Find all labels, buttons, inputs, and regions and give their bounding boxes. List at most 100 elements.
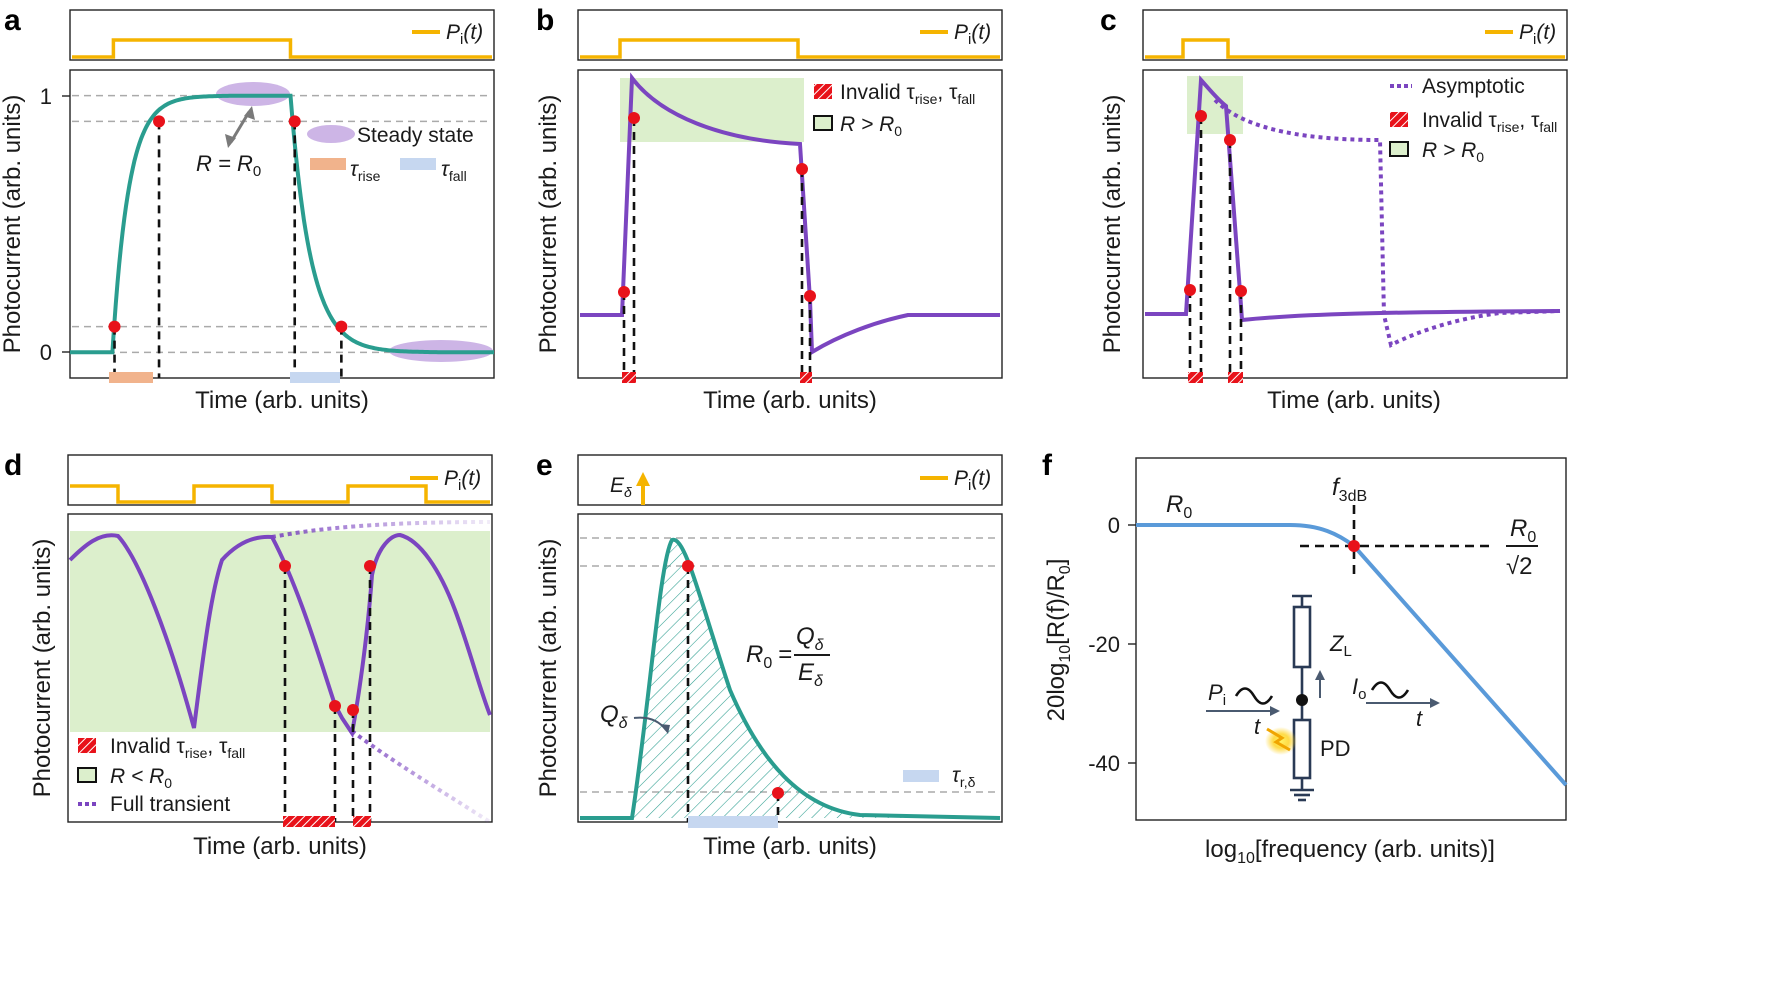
circuit-inset: ZL PD Pi t Io t	[1206, 594, 1440, 802]
zl-label: ZL	[1329, 631, 1352, 660]
threshold-marker	[772, 787, 784, 799]
panel-f: f 0 -20 -40 R0 f3dB R0 √2	[1042, 449, 1568, 867]
fall-legend-swatch	[400, 158, 436, 170]
threshold-markers-a	[108, 115, 348, 333]
invalid-legend-swatch-b	[814, 84, 832, 99]
threshold-marker	[796, 163, 808, 175]
r-gt-r0-legend-swatch-c	[1389, 141, 1409, 157]
threshold-marker	[153, 115, 166, 128]
invalid-legend-c: Invalid τrise, τfall	[1422, 109, 1557, 135]
threshold-marker	[1195, 110, 1207, 122]
pulse-legend-e: Pi(t)	[954, 467, 991, 494]
r0-over-sqrt2-numerator: R0	[1510, 515, 1536, 546]
panel-label-c: c	[1100, 4, 1117, 37]
current-arrow-icon	[1315, 670, 1325, 680]
threshold-marker	[335, 320, 348, 333]
invalid-legend-swatch-c	[1390, 112, 1408, 127]
pulse-trace-d	[70, 484, 490, 504]
threshold-marker	[108, 320, 121, 333]
r-lt-r0-legend-d: R < R0	[110, 765, 172, 791]
drop-lines-a	[113, 121, 343, 378]
threshold-marker	[1184, 284, 1196, 296]
tau-r-legend-swatch	[903, 770, 939, 782]
pulse-frame-c	[1142, 9, 1568, 61]
arrow-shaft-a	[229, 111, 251, 143]
output-time-arrow-icon	[1430, 698, 1440, 708]
invalid-interval-c2	[1228, 372, 1243, 383]
panel-c: c Pi(t) Asymptotic Invalid τrise, τfall …	[1099, 4, 1568, 414]
r-gt-r0-region-b	[620, 78, 804, 142]
asymptotic-legend: Asymptotic	[1422, 75, 1525, 98]
charge-pointer-head	[660, 724, 670, 734]
corner-frequency-marker	[1348, 540, 1360, 552]
panel-label-e: e	[536, 449, 553, 482]
load-impedance-icon	[1292, 605, 1312, 669]
steady-state-legend: Steady state	[357, 124, 474, 147]
pulse-frame-d	[67, 454, 493, 506]
r-lt-r0-legend-swatch-d	[77, 767, 97, 783]
xlabel-b: Time (arb. units)	[703, 387, 877, 414]
invalid-legend-d: Invalid τrise, τfall	[110, 735, 245, 761]
arrow-head-a-down	[225, 134, 236, 148]
energy-arrow-icon	[636, 472, 650, 486]
charge-label-e: Qδ	[600, 701, 629, 732]
pulse-frame-a	[69, 9, 495, 61]
ylabel-b: Photocurrent (arb. units)	[535, 95, 562, 354]
panel-e: e Eδ Pi(t) Qδ R0 = Qδ Eδ τr,δ Photocurren…	[535, 449, 1003, 860]
drop-lines-c	[1188, 116, 1243, 378]
r0-eq-denominator: Eδ	[798, 659, 824, 690]
panel-label-a: a	[4, 4, 21, 37]
threshold-markers-c	[1184, 110, 1247, 297]
r0-eq-lhs: R0 =	[746, 641, 792, 672]
ytick-label-0: 0	[1108, 513, 1120, 538]
threshold-marker	[1235, 285, 1247, 297]
plot-frame-f	[1135, 457, 1567, 821]
tau-r-legend: τr,δ	[952, 764, 976, 790]
xlabel-f: log10[frequency (arb. units)]	[1205, 836, 1495, 867]
r-gt-r0-legend-c: R > R0	[1422, 139, 1484, 165]
ylabel-e: Photocurrent (arb. units)	[535, 539, 562, 798]
response-curve-a	[70, 93, 494, 355]
pulse-frame-e	[577, 454, 1003, 506]
rise-legend: τrise	[350, 158, 381, 184]
ytick-label-0: 0	[40, 340, 52, 365]
ytick-label-neg20: -20	[1088, 632, 1120, 657]
pulse-legend-c: Pi(t)	[1519, 21, 1556, 48]
xlabel-e: Time (arb. units)	[703, 833, 877, 860]
fall-legend: τfall	[441, 158, 467, 184]
response-curve-d	[68, 532, 492, 739]
invalid-legend-b: Invalid τrise, τfall	[840, 81, 975, 107]
drop-lines-b	[622, 118, 812, 378]
threshold-marker	[682, 560, 694, 572]
rise-legend-swatch	[310, 158, 346, 170]
invalid-interval-d1	[283, 816, 335, 827]
ytick-label-neg40: -40	[1088, 751, 1120, 776]
output-node	[1296, 694, 1308, 706]
asymptotic-curve-c	[1213, 98, 1561, 348]
r-gt-r0-legend-swatch-b	[813, 115, 833, 131]
fall-time-bar-a	[290, 372, 340, 383]
full-transient-legend: Full transient	[110, 793, 230, 816]
pulse-legend-a: Pi(t)	[446, 21, 483, 48]
r0-label-f: R0	[1166, 491, 1192, 522]
panel-label-d: d	[4, 449, 22, 482]
response-curve-b	[580, 72, 1000, 356]
plot-frame-e	[577, 513, 1003, 823]
output-current-label: Io	[1352, 674, 1366, 703]
response-curve-c	[1145, 75, 1561, 323]
threshold-marker	[628, 112, 640, 124]
invalid-legend-swatch-d	[78, 738, 96, 753]
plot-frame-d	[67, 513, 493, 823]
threshold-marker	[618, 286, 630, 298]
steady-state-legend-swatch	[307, 125, 355, 143]
input-time-arrow-icon	[1270, 706, 1280, 716]
f3db-label: f3dB	[1332, 474, 1367, 505]
panel-d: d Pi(t) Invalid τrise, τfall R < R0 Full…	[4, 449, 493, 860]
r0-eq-numerator: Qδ	[796, 623, 825, 654]
pulse-frame-b	[577, 9, 1003, 61]
rise-time-bar-a	[109, 372, 153, 383]
threshold-marker	[347, 704, 359, 716]
threshold-markers-d	[279, 560, 376, 716]
integrated-charge-area	[632, 539, 1000, 818]
